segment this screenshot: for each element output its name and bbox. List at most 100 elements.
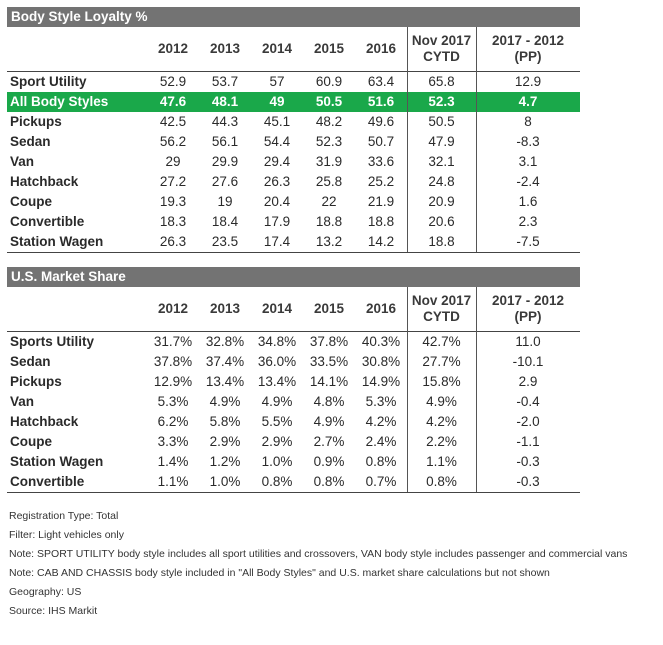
table-cell: 1.4% [157,453,189,469]
table-cell: 32.8% [205,333,245,349]
table-body: Sports Utility 31.7% 32.8% 34.8% 37.8% 40.3% 4… [7,331,580,492]
table-cell: 25.2 [367,173,395,189]
table-cell: 34.8% [257,333,297,349]
section-title: U.S. Market Share [7,267,580,287]
table-cell: 56.1 [211,133,239,149]
table-cell: 2.9% [261,433,293,449]
table-cell: 33.5% [309,353,349,369]
table-cell: 12.9 [514,73,542,89]
table-cell: 20.6 [428,213,455,229]
column-header: 2014 [251,287,303,332]
table-cell: 37.4% [205,353,245,369]
table-body: Sport Utility 52.9 53.7 57 60.9 63.4 65.8 12.9 A… [7,71,580,252]
row-label: Pickups [10,373,62,389]
table-cell: 37.8% [309,333,349,349]
column-header: Nov 2017 CYTD [407,27,476,72]
table-row: Hatchback 27.2 27.6 26.3 25.8 25.2 24.8 -2.4 [7,172,580,192]
table-cell: 54.4 [263,133,291,149]
table-cell: 31.7% [153,333,193,349]
table-cell: 1.6 [518,193,538,209]
table-cell: 52.9 [159,73,187,89]
table-cell: 5.5% [261,413,293,429]
table-cell: 52.3 [407,91,476,112]
market-share-table: 2012 2013 2014 2015 2016 Nov 2017 CYTD 2017 - … [7,287,580,493]
table-cell: 56.2 [159,133,187,149]
table-cell: 0.7% [365,473,397,489]
table-cell: -10.1 [512,353,544,369]
table-cell: 27.6 [211,173,239,189]
row-label: Coupe [10,193,52,209]
table-cell: 11.0 [515,333,541,349]
table-row: Sedan 37.8% 37.4% 36.0% 33.5% 30.8% 27.7% -10.1 [7,352,580,372]
row-label: Hatchback [10,413,79,429]
table-cell: 19 [217,193,233,209]
row-label: Van [10,153,35,169]
row-label: Sport Utility [10,73,87,89]
loyalty-table: 2012 2013 2014 2015 2016 Nov 2017 CYTD 2017 - … [7,27,580,253]
table-cell: 0.8% [313,473,345,489]
table-cell: -1.1 [516,433,540,449]
table-cell: 32.1 [428,153,455,169]
table-cell: 3.3% [157,433,189,449]
table-cell: 63.4 [367,73,395,89]
table-cell: 45.1 [263,113,291,129]
column-header: 2012 [147,287,199,332]
table-row: Pickups 42.5 44.3 45.1 48.2 49.6 50.5 8 [7,112,580,132]
footnote: Note: CAB AND CHASSIS body style include… [9,567,550,579]
table-cell: 23.5 [211,233,239,249]
table-cell: 13.4% [205,373,245,389]
table-cell: 1.1% [157,473,189,489]
table-cell: 1.1% [426,453,457,469]
table-cell: 18.8 [367,213,395,229]
table-cell: 37.8% [153,353,193,369]
table-cell: 20.9 [428,193,455,209]
row-label: Convertible [10,473,85,489]
table-row: Station Wagen 1.4% 1.2% 1.0% 0.9% 0.8% 1.1% -0.… [7,452,580,472]
table-cell: 1.2% [209,453,241,469]
footnote: Registration Type: Total [9,510,119,522]
table-cell: 0.8% [426,473,457,489]
table-cell: 49.6 [367,113,395,129]
footnote: Filter: Light vehicles only [9,529,124,541]
table-cell: 65.8 [428,73,455,89]
loyalty-section: Body Style Loyalty % 2012 2013 2014 2015 201… [7,7,580,253]
table-cell: 18.3 [159,213,187,229]
table-cell: 4.9% [426,393,457,409]
table-cell: 18.4 [211,213,239,229]
table-cell: 44.3 [211,113,239,129]
table-cell: 51.6 [355,91,407,112]
column-divider [476,287,477,492]
table-cell: -7.5 [516,233,540,249]
table-cell: 26.3 [159,233,187,249]
column-divider [407,27,408,252]
table-cell: 53.7 [211,73,239,89]
table-cell: 47.9 [428,133,455,149]
table-cell: -2.0 [516,413,540,429]
table-cell: 49 [251,91,303,112]
table-cell: 18.8 [315,213,343,229]
table-cell: 6.2% [157,413,189,429]
table-cell: 0.8% [365,453,397,469]
footnotes: Registration Type: Total Filter: Light v… [9,507,627,621]
table-cell: 21.9 [367,193,395,209]
table-cell: 50.7 [367,133,395,149]
footnote: Note: SPORT UTILITY body style includes … [9,548,628,560]
table-cell: 4.9% [313,413,345,429]
table-cell: 24.8 [428,173,455,189]
table-cell: 4.9% [209,393,241,409]
table-header-row: 2012 2013 2014 2015 2016 Nov 2017 CYTD 2017 - … [7,27,580,72]
column-header: 2012 [147,27,199,72]
table-cell: 60.9 [315,73,343,89]
column-header: 2016 [355,27,407,72]
table-cell: 17.4 [263,233,291,249]
row-label: Station Wagen [10,233,104,249]
row-label: Convertible [10,213,85,229]
table-cell: 30.8% [361,353,401,369]
table-cell: -2.4 [516,173,540,189]
table-row: Pickups 12.9% 13.4% 13.4% 14.1% 14.9% 15.8% 2.9 [7,372,580,392]
table-cell: 17.9 [263,213,291,229]
column-header: 2013 [199,27,251,72]
table-cell: 31.9 [315,153,343,169]
table-cell: 4.7 [476,91,580,112]
row-label: All Body Styles [7,91,147,112]
